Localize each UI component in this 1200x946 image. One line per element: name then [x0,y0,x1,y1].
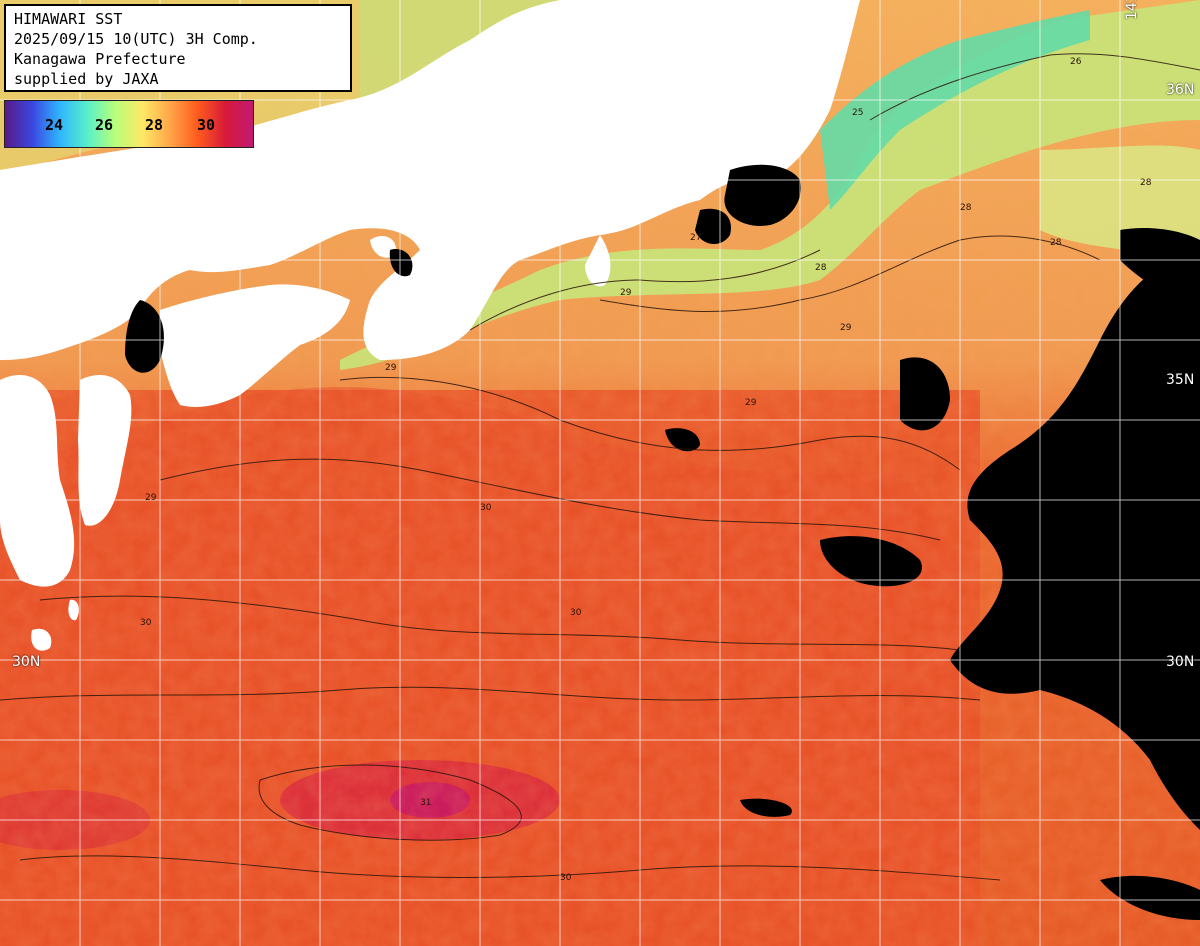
legend-label-30: 30 [197,116,216,134]
cloud-patch-1 [665,428,700,452]
cloud-east-3 [900,357,950,431]
contour-label: 28 [960,203,972,213]
cloud-patch-3 [1100,875,1200,920]
contour-label: 28 [1050,238,1062,248]
title-box: HIMAWARI SST 2025/09/15 10(UTC) 3H Comp.… [4,4,352,92]
land-kyushu-east [78,375,132,526]
contour-label: 29 [745,398,757,408]
contour-label: 30 [140,618,152,628]
cold-coastal-water [820,10,1090,210]
cloud-east [950,250,1200,830]
contour-label: 29 [620,288,632,298]
title-line-product: HIMAWARI SST [14,10,123,28]
contour-label: 29 [145,493,157,503]
cloud-east-2 [1120,228,1200,300]
legend-label-26: 26 [95,116,114,134]
contour-label: 28 [1140,178,1152,188]
contour-label: 26 [1070,57,1082,67]
cloud-bay-2 [389,249,413,277]
land-island-small-2 [68,599,79,621]
land-bay-island [370,235,396,258]
legend-color-bar [5,101,253,147]
contour-label: 30 [570,608,582,618]
contour-label: 30 [560,873,572,883]
cloud-bay [125,300,164,373]
contour-label: 29 [840,323,852,333]
lat-label-35n: 35N [1166,372,1195,388]
contour-labels: 25 26 27 28 28 28 29 29 29 29 30 30 30 3… [140,57,1152,883]
land-kyushu [0,375,75,587]
contour-label: 28 [815,263,827,273]
legend-label-24: 24 [45,116,64,134]
land-izu [585,235,611,287]
cloud-patch-2 [740,798,792,817]
contour-lines [0,53,1200,881]
title-line-date: 2025/09/15 10(UTC) 3H Comp. [14,30,258,48]
lat-label-36n: 36N [1166,82,1195,98]
legend-label-28: 28 [145,116,164,134]
cloud-southeast [820,536,922,587]
title-line-org: Kanagawa Prefecture [14,50,186,68]
cool-coastal-water [340,0,1200,370]
contour-label: 31 [420,798,431,808]
title-line-source: supplied by JAXA [14,70,159,88]
lon-label-141: 141 [1124,0,1140,20]
contour-label: 25 [852,108,863,118]
land-kii [470,165,557,238]
cloud-kanto-2 [695,208,731,245]
lat-label-30n-right: 30N [1166,654,1195,670]
contour-label: 29 [385,363,397,373]
land-island-small-1 [31,628,52,651]
contour-label: 30 [480,503,492,513]
contour-label: 27 [690,233,701,243]
lat-label-30n-left: 30N [12,654,41,670]
color-legend: 24 26 28 30 [4,100,254,148]
land-shikoku [160,284,350,407]
